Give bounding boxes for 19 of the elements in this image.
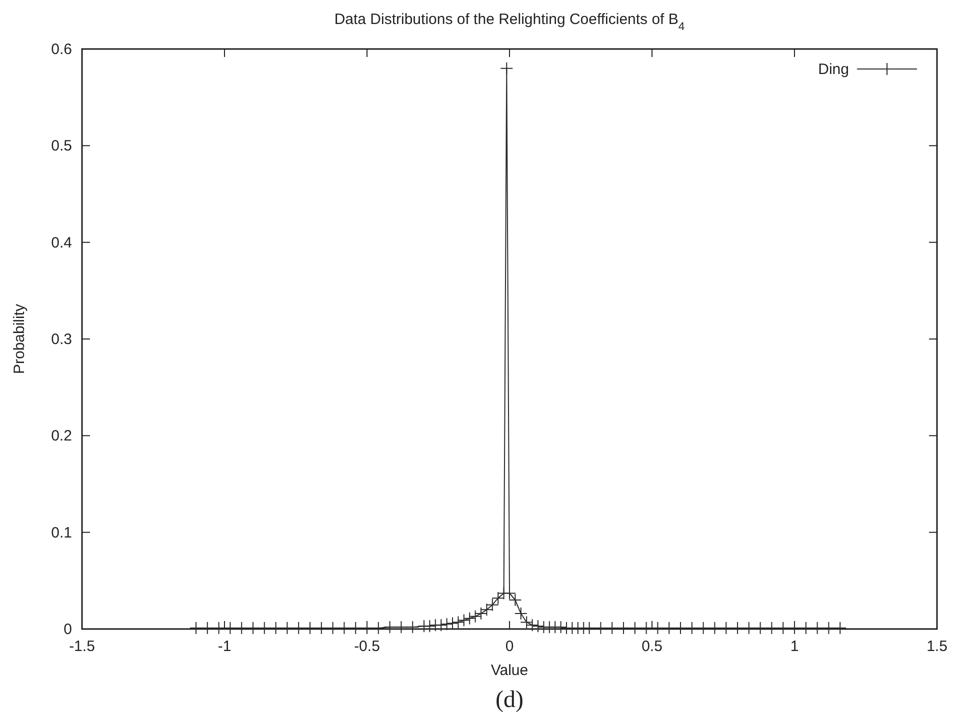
x-tick-label: -1	[218, 638, 232, 655]
y-axis-title: Probability	[11, 303, 28, 374]
chart-title: Data Distributions of the Relighting Coefficients of B$_{4}$	[334, 11, 685, 33]
y-tick-label: 0.3	[51, 331, 72, 348]
x-tick-label: 0.5	[642, 638, 662, 655]
y-tick-label: 0.2	[51, 428, 72, 445]
x-tick-label: 1	[790, 638, 799, 655]
x-tick-label: 0	[505, 638, 514, 655]
y-tick-label: 0.6	[51, 41, 72, 58]
x-axis-title: Value	[490, 662, 528, 679]
y-tick-label: 0.1	[51, 524, 72, 542]
text: (d)	[496, 687, 524, 713]
y-tick-label: 0.4	[51, 234, 72, 252]
legend-label: Ding	[818, 61, 849, 78]
x-tick-label: -1.5	[69, 638, 95, 655]
y-tick-label: 0.5	[51, 138, 72, 155]
x-tick-label: 1.5	[926, 638, 948, 655]
y-tick-label: 0	[64, 621, 72, 638]
x-tick-label: -0.5	[354, 638, 380, 655]
